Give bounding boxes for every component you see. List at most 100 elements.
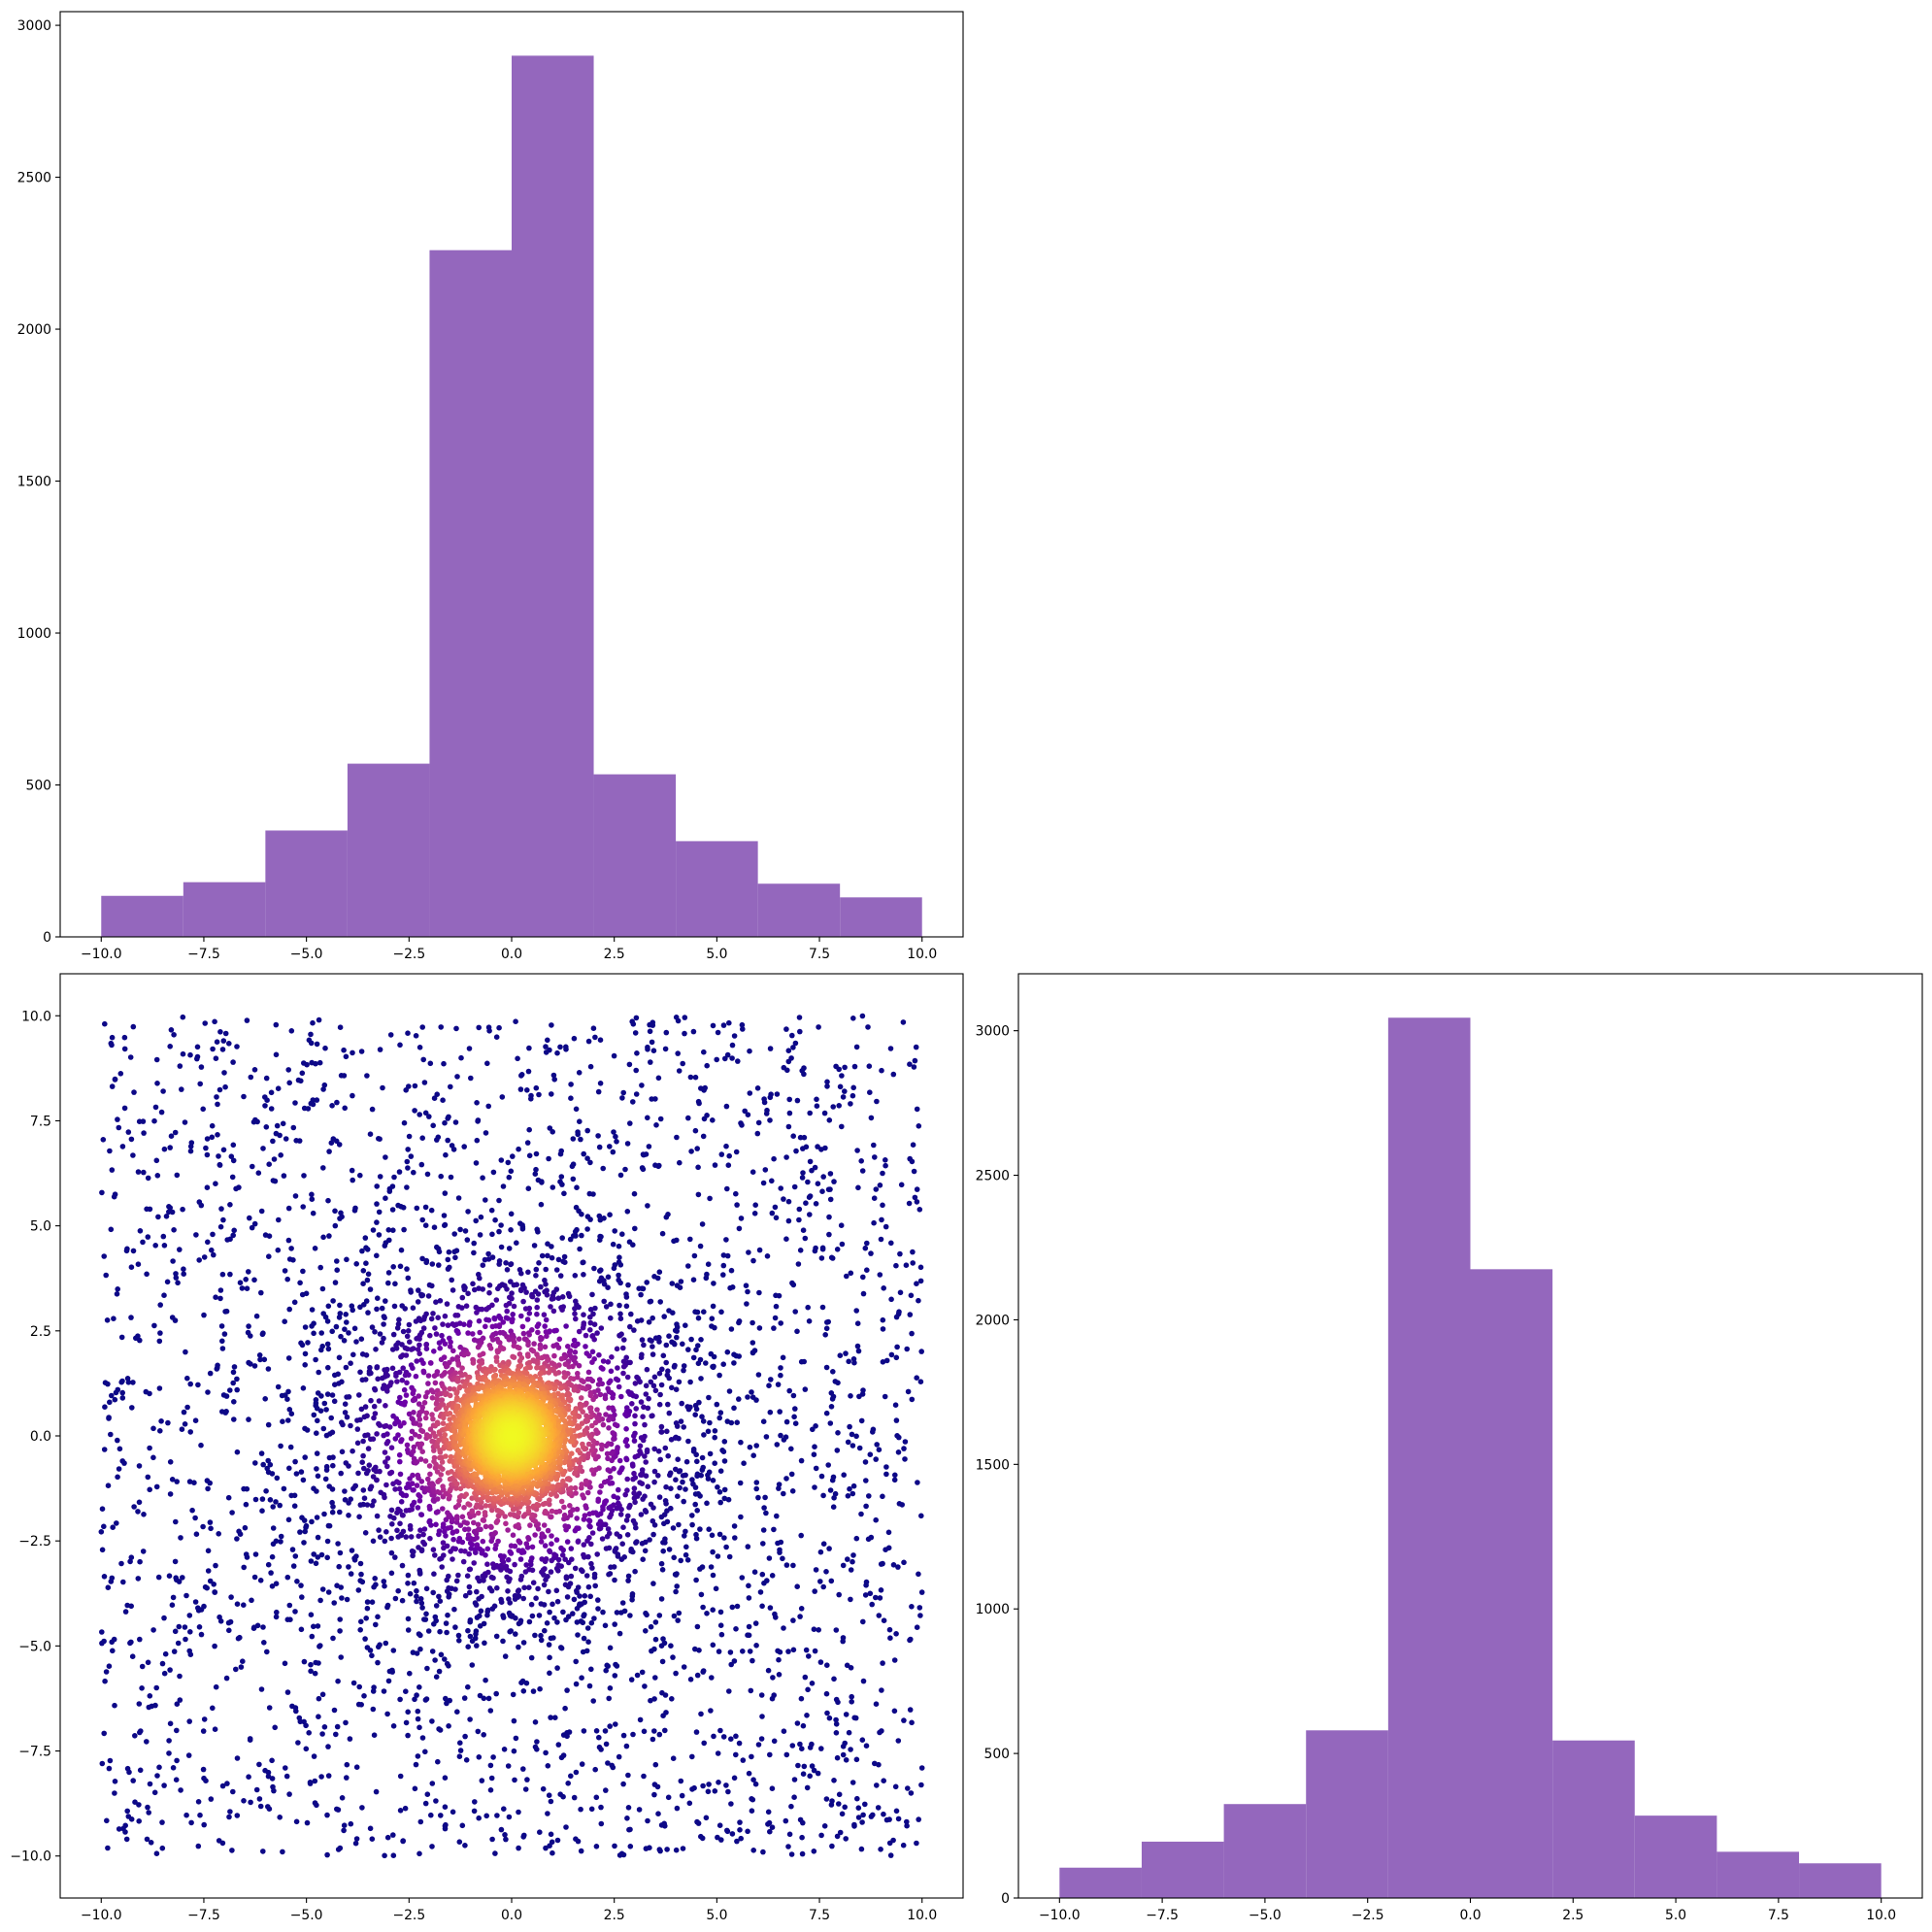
scatter-point bbox=[209, 1134, 216, 1141]
scatter-point bbox=[513, 1631, 518, 1637]
scatter-point bbox=[121, 1105, 128, 1112]
scatter-point bbox=[213, 1683, 219, 1690]
scatter-point bbox=[305, 1340, 311, 1346]
scatter-point bbox=[833, 1716, 839, 1723]
scatter-point bbox=[455, 1362, 462, 1368]
scatter-point bbox=[262, 1396, 269, 1402]
scatter-point bbox=[764, 1253, 771, 1259]
scatter-point bbox=[451, 1478, 458, 1484]
scatter-point bbox=[287, 1616, 293, 1622]
scatter-point bbox=[303, 1746, 310, 1752]
scatter-point bbox=[790, 1392, 797, 1399]
scatter-point bbox=[465, 1683, 471, 1690]
scatter-point bbox=[335, 1678, 341, 1684]
scatter-point bbox=[656, 1494, 663, 1500]
scatter-point bbox=[616, 1486, 621, 1493]
scatter-point bbox=[265, 1366, 272, 1372]
scatter-point bbox=[824, 1710, 830, 1716]
scatter-point bbox=[578, 1406, 583, 1412]
scatter-point bbox=[251, 1220, 258, 1227]
scatter-point bbox=[628, 1546, 634, 1552]
scatter-point bbox=[647, 1537, 652, 1543]
scatter-point bbox=[716, 1372, 722, 1379]
scatter-point bbox=[661, 1640, 668, 1647]
scatter-point bbox=[562, 1582, 569, 1588]
scatter-point bbox=[498, 1244, 505, 1250]
scatter-point bbox=[650, 1382, 657, 1389]
scatter-point bbox=[410, 1472, 416, 1479]
scatter-point bbox=[612, 1673, 618, 1679]
scatter-point bbox=[433, 1299, 439, 1305]
scatter-point bbox=[377, 1047, 383, 1052]
scatter-point bbox=[733, 1626, 739, 1632]
scatter-point bbox=[548, 1831, 554, 1838]
scatter-point bbox=[747, 1649, 753, 1654]
scatter-point bbox=[167, 1491, 174, 1497]
scatter-point bbox=[304, 1427, 311, 1433]
scatter-point bbox=[599, 1536, 606, 1542]
scatter-point bbox=[119, 1395, 126, 1401]
scatter-point bbox=[894, 1433, 900, 1439]
scatter-point bbox=[790, 1045, 796, 1050]
scatter-point bbox=[403, 1352, 410, 1358]
scatter-point bbox=[716, 1415, 722, 1421]
scatter-point bbox=[109, 1392, 115, 1399]
scatter-point bbox=[219, 1346, 226, 1351]
scatter-point bbox=[747, 1090, 753, 1096]
scatter-point bbox=[101, 1730, 107, 1737]
scatter-point bbox=[659, 1230, 666, 1237]
scatter-point bbox=[265, 1773, 272, 1780]
scatter-point bbox=[372, 1329, 378, 1335]
scatter-point bbox=[437, 1298, 444, 1304]
scatter-point bbox=[175, 1280, 181, 1286]
scatter-point bbox=[468, 1075, 474, 1082]
scatter-point bbox=[642, 1508, 649, 1514]
scatter-point bbox=[627, 1613, 633, 1618]
scatter-point bbox=[429, 1282, 435, 1289]
scatter-point bbox=[853, 1535, 860, 1542]
scatter-point bbox=[593, 1794, 600, 1801]
scatter-point bbox=[604, 1450, 611, 1457]
scatter-point bbox=[291, 1299, 298, 1306]
scatter-point bbox=[561, 1512, 568, 1518]
scatter-point bbox=[860, 1812, 866, 1818]
scatter-point bbox=[505, 1527, 511, 1533]
scatter-point bbox=[220, 1038, 227, 1044]
scatter-point bbox=[465, 1627, 471, 1634]
scatter-point bbox=[409, 1481, 416, 1486]
scatter-point bbox=[769, 1785, 776, 1791]
scatter-point bbox=[128, 1264, 135, 1270]
scatter-point bbox=[400, 1513, 406, 1518]
scatter-point bbox=[475, 1728, 482, 1735]
scatter-point bbox=[295, 1740, 301, 1746]
scatter-point bbox=[112, 1790, 117, 1796]
scatter-point bbox=[559, 1552, 566, 1558]
scatter-point bbox=[105, 1381, 111, 1387]
scatter-point bbox=[745, 1288, 750, 1295]
scatter-point bbox=[863, 1503, 869, 1510]
scatter-point bbox=[587, 1593, 593, 1600]
scatter-point bbox=[752, 1781, 759, 1787]
scatter-point bbox=[815, 1144, 820, 1149]
scatter-point bbox=[132, 1733, 138, 1739]
scatter-point bbox=[769, 1210, 776, 1216]
scatter-point bbox=[405, 1709, 412, 1715]
scatter-point bbox=[616, 1302, 622, 1309]
scatter-point bbox=[489, 1323, 496, 1330]
scatter-point bbox=[745, 1632, 750, 1638]
scatter-point bbox=[486, 1289, 492, 1296]
scatter-point bbox=[652, 1636, 659, 1643]
scatter-point bbox=[461, 1286, 468, 1293]
scatter-point bbox=[818, 1832, 824, 1839]
scatter-point bbox=[791, 1414, 797, 1420]
scatter-point bbox=[785, 1198, 792, 1205]
scatter-point bbox=[760, 1849, 766, 1855]
scatter-point bbox=[437, 1431, 443, 1437]
scatter-point bbox=[204, 1184, 211, 1190]
scatter-point bbox=[534, 1311, 540, 1317]
scatter-point bbox=[348, 1360, 353, 1366]
scatter-point bbox=[328, 1140, 335, 1146]
scatter-point bbox=[683, 1322, 688, 1328]
scatter-point bbox=[471, 1519, 477, 1526]
scatter-point bbox=[583, 1573, 590, 1579]
